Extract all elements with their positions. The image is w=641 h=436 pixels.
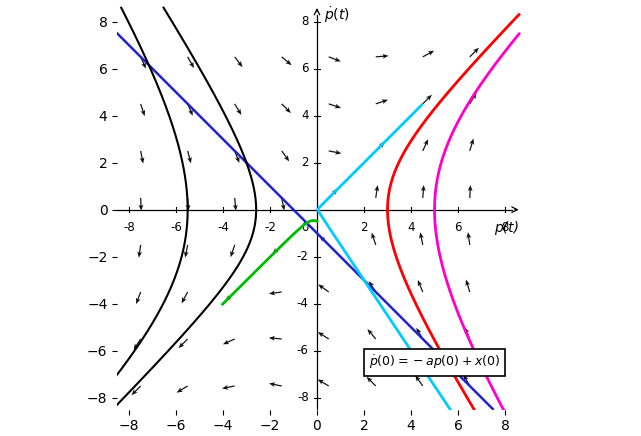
Text: 0: 0	[301, 221, 309, 235]
Text: -2: -2	[297, 250, 309, 263]
Text: 4: 4	[407, 221, 415, 235]
Text: -2: -2	[264, 221, 276, 235]
Text: 2: 2	[360, 221, 368, 235]
Text: 6: 6	[301, 62, 309, 75]
Text: -4: -4	[217, 221, 229, 235]
Text: 2: 2	[301, 156, 309, 169]
Text: -6: -6	[297, 344, 309, 357]
Text: p(t): p(t)	[494, 221, 519, 235]
Text: $\dot{p}(0) = -ap(0) + x(0)$: $\dot{p}(0) = -ap(0) + x(0)$	[369, 354, 500, 371]
Text: 8: 8	[301, 15, 309, 28]
Text: $\dot{p}(t)$: $\dot{p}(t)$	[324, 5, 350, 25]
Text: 4: 4	[301, 109, 309, 122]
Text: 8: 8	[501, 221, 509, 235]
Text: -8: -8	[297, 391, 309, 404]
Text: -8: -8	[123, 221, 135, 235]
Text: -6: -6	[170, 221, 182, 235]
Text: 6: 6	[454, 221, 462, 235]
Text: -4: -4	[297, 297, 309, 310]
